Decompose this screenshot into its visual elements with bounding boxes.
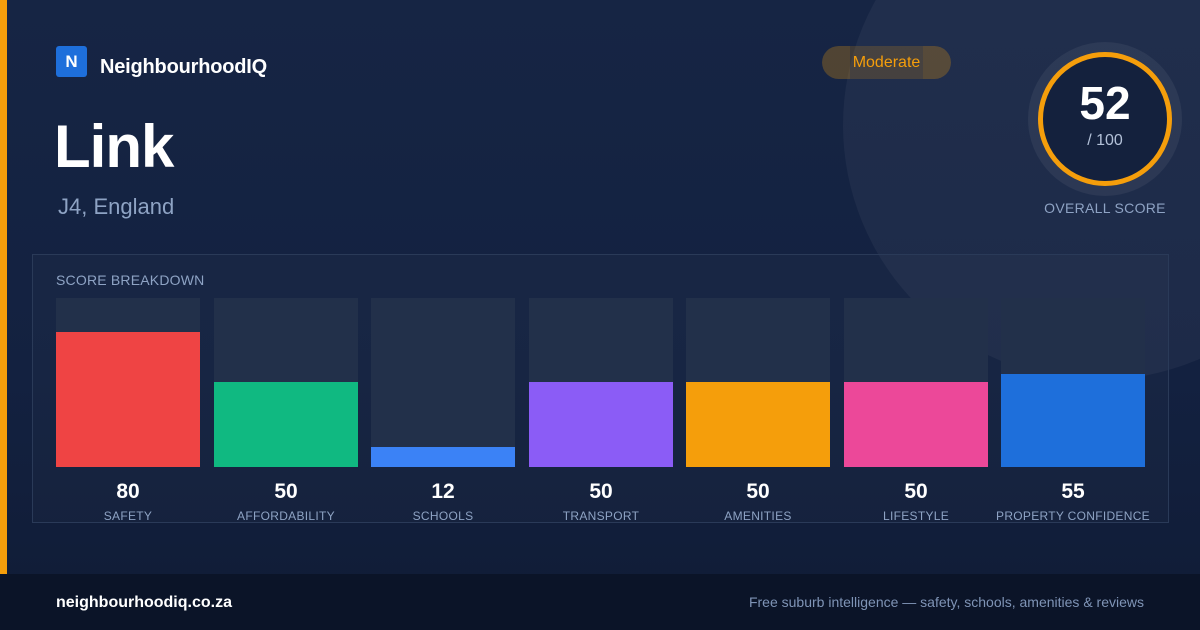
bar-property-confidence — [1001, 374, 1145, 467]
rating-badge: Moderate — [822, 46, 951, 79]
bar-label-affordability: AFFORDABILITY — [237, 509, 335, 523]
bar-value-lifestyle: 50 — [904, 480, 928, 503]
footer: neighbourhoodiq.co.za Free suburb intell… — [0, 574, 1200, 630]
score-dial-ring — [1038, 52, 1172, 186]
bar-safety — [56, 332, 200, 467]
bar-label-amenities: AMENITIES — [724, 509, 792, 523]
bar-label-schools: SCHOOLS — [412, 509, 474, 523]
overall-score-dial: 52 / 100 — [1028, 42, 1182, 196]
bar-transport — [529, 382, 673, 467]
brand: N NeighbourhoodIQ — [56, 46, 267, 78]
rating-badge-label: Moderate — [852, 54, 921, 71]
bar-value-safety: 80 — [116, 480, 140, 503]
bar-label-property-confidence: PROPERTY CONFIDENCE — [996, 509, 1150, 523]
bar-column-schools: 12 SCHOOLS — [371, 298, 515, 523]
bar-track-lifestyle — [844, 298, 988, 467]
score-breakdown-title: SCORE BREAKDOWN — [56, 272, 205, 288]
accent-bar — [0, 0, 7, 574]
bar-track-schools — [371, 298, 515, 467]
footer-tagline: Free suburb intelligence — safety, schoo… — [748, 594, 1144, 610]
bar-value-transport: 50 — [589, 480, 613, 503]
score-breakdown-panel: SCORE BREAKDOWN 80 SAFETY 50 AFFORDABILITY 1… — [32, 254, 1169, 523]
bar-value-affordability: 50 — [274, 480, 298, 503]
bar-track-affordability — [214, 298, 358, 467]
bar-schools — [371, 447, 515, 467]
bar-value-property-confidence: 55 — [1061, 480, 1085, 503]
location-title: Link — [54, 113, 174, 180]
overall-score-label: OVERALL SCORE — [1044, 200, 1166, 216]
bar-label-lifestyle: LIFESTYLE — [882, 509, 950, 523]
bar-column-transport: 50 TRANSPORT — [529, 298, 673, 523]
bar-column-safety: 80 SAFETY — [56, 298, 200, 523]
bar-affordability — [214, 382, 358, 467]
bar-column-amenities: 50 AMENITIES — [686, 298, 830, 523]
brand-logo-icon: N — [56, 46, 87, 77]
bar-label-safety: SAFETY — [103, 509, 153, 523]
bar-column-affordability: 50 AFFORDABILITY — [214, 298, 358, 523]
bar-label-transport: TRANSPORT — [562, 509, 640, 523]
overall-score-max: / 100 — [1087, 132, 1123, 149]
overall-score-value: 52 — [1079, 77, 1131, 129]
bar-column-property-confidence: 55 PROPERTY CONFIDENCE — [996, 298, 1150, 523]
bar-track-amenities — [686, 298, 830, 467]
bar-track-safety — [56, 298, 200, 467]
bar-amenities — [686, 382, 830, 467]
bar-track-transport — [529, 298, 673, 467]
footer-domain: neighbourhoodiq.co.za — [56, 594, 232, 611]
location-region: J4, England — [58, 194, 175, 219]
bar-lifestyle — [844, 382, 988, 467]
score-breakdown-chart: 80 SAFETY 50 AFFORDABILITY 12 SCHOOLS 50 TRANSP… — [56, 298, 1150, 523]
bar-column-lifestyle: 50 LIFESTYLE — [844, 298, 988, 523]
brand-name: NeighbourhoodIQ — [100, 56, 267, 78]
bar-value-schools: 12 — [431, 480, 455, 503]
bar-value-amenities: 50 — [746, 480, 770, 503]
bar-track-property-confidence — [1001, 298, 1145, 467]
